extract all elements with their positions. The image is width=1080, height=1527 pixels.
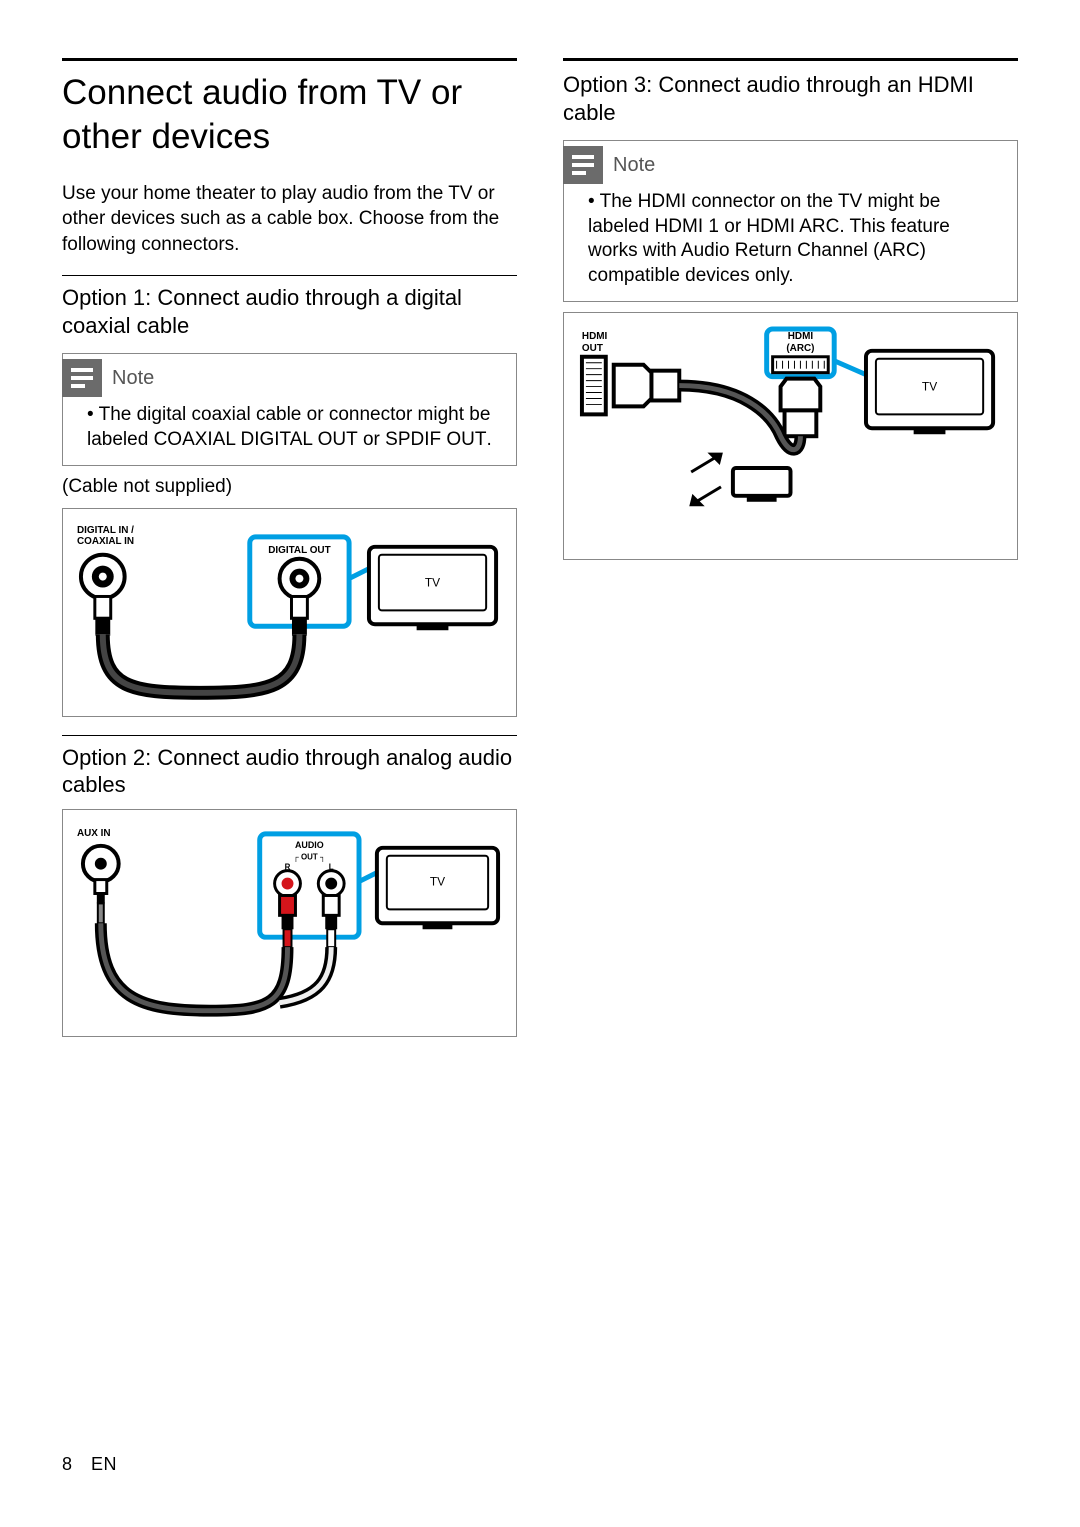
page-lang: EN [91,1454,117,1474]
page-footer: 8 EN [62,1454,117,1475]
option2-title: Option 2: Connect audio through analog a… [62,744,517,799]
option3-title: Option 3: Connect audio through an HDMI … [563,71,1018,126]
tv-label-3: TV [922,379,937,393]
note-icon [563,146,603,184]
note-title: Note [613,154,655,177]
hdmi-arc-l2: (ARC) [786,343,814,354]
hdmi-out-l1: HDMI [582,331,608,342]
note-icon [62,359,102,397]
intro-paragraph: Use your home theater to play audio from… [62,181,517,258]
cable-caption: (Cable not supplied) [62,476,517,498]
left-column: Connect audio from TV or other devices U… [62,58,517,1053]
tv-label-1: TV [425,575,440,589]
digital-in-label-2: COAXIAL IN [77,536,134,547]
hdmi-arc-l1: HDMI [788,331,814,342]
main-heading: Connect audio from TV or other devices [62,71,517,159]
note-body: The HDMI connector on the TV might be la… [564,184,1017,301]
svg-text:┌ OUT ┐: ┌ OUT ┐ [293,852,325,862]
option1-title: Option 1: Connect audio through a digita… [62,284,517,339]
option1-note: Note The digital coaxial cable or connec… [62,353,517,465]
aux-in-label: AUX IN [77,827,111,838]
subsection-rule-2 [62,735,517,736]
digital-in-label-1: DIGITAL IN / [77,525,134,536]
option3-note: Note The HDMI connector on the TV might … [563,140,1018,302]
section-rule-right [563,58,1018,61]
audio-label: AUDIO [295,839,324,849]
note-title: Note [112,367,154,390]
option1-diagram: DIGITAL IN / COAXIAL IN DIGITAL OUT TV [62,508,517,717]
tv-label-2: TV [430,874,445,888]
option2-diagram: AUX IN AUDIO ┌ OUT ┐ R L [62,809,517,1038]
page-number: 8 [62,1454,72,1474]
note-body: The digital coaxial cable or connector m… [63,397,516,464]
hdmi-out-l2: OUT [582,343,603,354]
digital-out-label: DIGITAL OUT [268,545,330,556]
option3-diagram: HDMI OUT HDMI (ARC) [563,312,1018,560]
right-column: Option 3: Connect audio through an HDMI … [563,58,1018,1053]
section-rule [62,58,517,61]
subsection-rule [62,275,517,276]
